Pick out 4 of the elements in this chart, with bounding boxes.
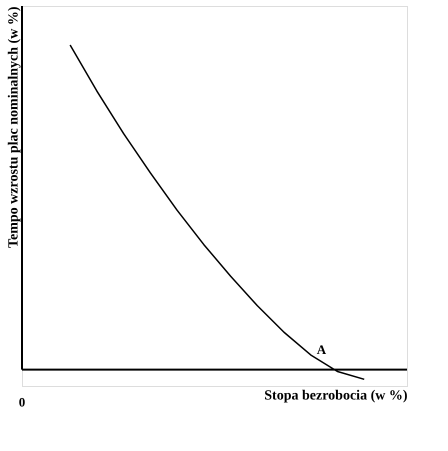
x-axis-title: Stopa bezrobocia (w %) (264, 388, 408, 404)
text: 0 (18, 394, 26, 410)
y-axis-title: Tempo wzrostu plac nominalnych (w %) (6, 6, 22, 248)
annotation: A (316, 342, 327, 358)
